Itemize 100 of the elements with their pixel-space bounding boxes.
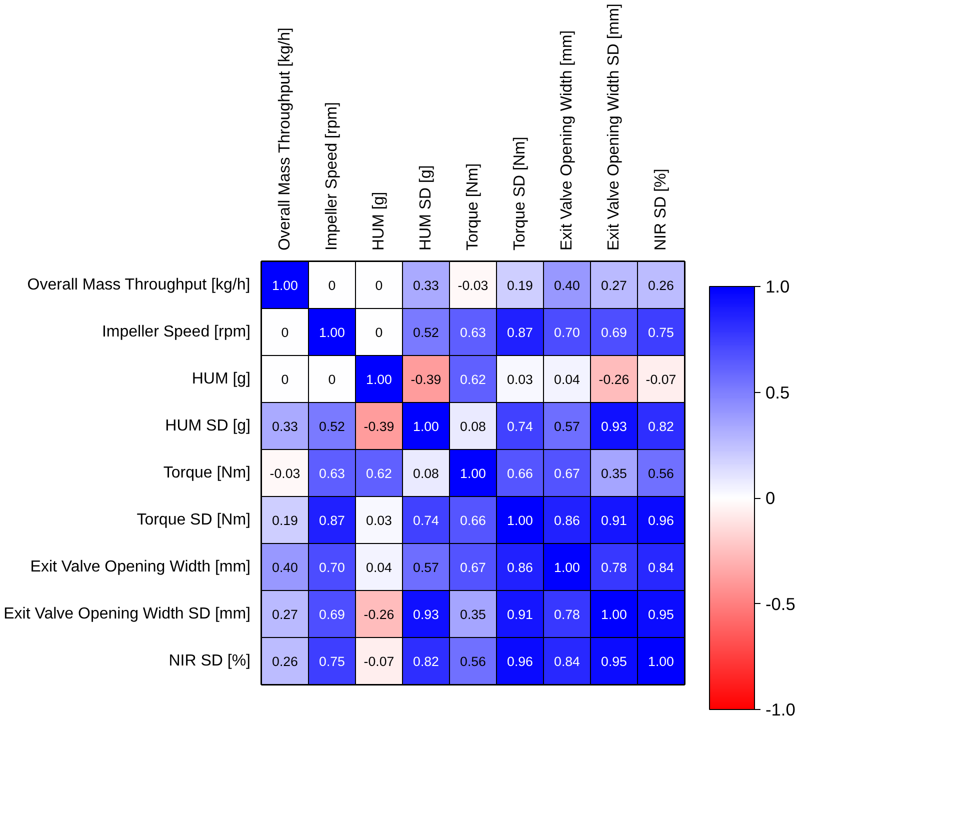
color-bar-label: -1.0 (766, 700, 796, 720)
data-label: 0.91 (601, 513, 627, 528)
data-label: 0.66 (460, 513, 486, 528)
data-label: 0.86 (554, 513, 580, 528)
data-label: 0.56 (648, 466, 674, 481)
data-label: -0.26 (598, 372, 630, 387)
data-label: 1.00 (319, 325, 345, 340)
data-label: 0.70 (554, 325, 580, 340)
data-label: -0.39 (410, 372, 442, 387)
data-label: 0.03 (507, 372, 533, 387)
data-label: 0 (328, 278, 336, 293)
data-label: 0.19 (272, 513, 298, 528)
data-label: 0.57 (554, 419, 580, 434)
x-tick-label: Torque [Nm] (464, 163, 482, 250)
color-bar-label: 1.0 (766, 276, 790, 296)
data-label: 1.00 (554, 560, 580, 575)
y-tick-label: NIR SD [%] (168, 652, 251, 670)
data-label: 0.26 (272, 654, 298, 669)
y-tick-label: HUM SD [g] (165, 418, 250, 434)
y-tick-label: Exit Valve Opening Width [mm] (30, 558, 251, 576)
data-label: 0.87 (507, 325, 533, 340)
x-tick-label: NIR SD [%] (652, 168, 670, 250)
data-label: 0.35 (460, 607, 486, 622)
data-label: 0.84 (648, 560, 675, 575)
x-tick-label: Impeller Speed [rpm] (324, 102, 340, 250)
data-label: 1.00 (601, 607, 627, 622)
data-label: 0.52 (319, 419, 345, 434)
y-tick-label: HUM [g] (192, 370, 250, 388)
data-label: 0.04 (366, 560, 393, 575)
data-label: -0.07 (646, 372, 676, 387)
x-tick-label: HUM SD [g] (418, 165, 434, 250)
data-label: 0.52 (413, 325, 439, 340)
data-label: 0.93 (601, 419, 627, 434)
color-bar-label: 0 (766, 488, 776, 508)
y-tick-label: Impeller Speed [rpm] (102, 324, 251, 340)
data-label: 0.27 (272, 607, 298, 622)
data-label: 0.74 (413, 513, 440, 528)
data-label: 0.67 (554, 466, 580, 481)
data-label: 0.74 (507, 419, 534, 434)
data-label: 0.62 (366, 466, 392, 481)
data-label: -0.03 (270, 466, 300, 481)
data-label: 0.08 (460, 419, 486, 434)
data-label: 0.03 (366, 513, 392, 528)
data-label: 0 (375, 325, 383, 340)
data-label: 1.00 (272, 278, 298, 293)
x-tick-label: Torque SD [Nm] (512, 136, 528, 250)
data-label: -0.03 (458, 278, 488, 293)
data-label: 0.86 (507, 560, 533, 575)
data-label: 1.00 (648, 654, 674, 669)
data-label: 0.96 (648, 513, 674, 528)
data-label: 1.00 (413, 419, 439, 434)
x-tick-label: Exit Valve Opening Width SD [mm] (606, 4, 622, 250)
data-label: 0 (281, 325, 289, 340)
data-label: 0 (281, 372, 289, 387)
data-label: 0.40 (272, 560, 298, 575)
data-label: 0.66 (507, 466, 533, 481)
y-tick-label: Exit Valve Opening Width SD [mm] (4, 606, 251, 622)
data-label: 0.40 (554, 278, 580, 293)
y-tick-label: Torque SD [Nm] (136, 512, 250, 528)
data-label: 0.67 (460, 560, 486, 575)
data-label: 0.70 (319, 560, 345, 575)
data-label: 0.27 (601, 278, 627, 293)
x-tick-label: Exit Valve Opening Width [mm] (558, 30, 576, 250)
data-label: 0.62 (460, 372, 486, 387)
data-label: 0.82 (413, 654, 439, 669)
data-label: 0.87 (319, 513, 345, 528)
data-label: 0.96 (507, 654, 533, 669)
data-label: 0.95 (601, 654, 627, 669)
data-label: 0.04 (554, 372, 581, 387)
data-label: 1.00 (366, 372, 392, 387)
x-tick-label: HUM [g] (370, 192, 388, 250)
data-label: 1.00 (507, 513, 533, 528)
data-label: 0.91 (507, 607, 533, 622)
data-label: 0.63 (319, 466, 345, 481)
data-label: 0.78 (554, 607, 580, 622)
data-label: 0.08 (413, 466, 439, 481)
data-label: 0.33 (272, 419, 298, 434)
data-label: -0.26 (364, 607, 394, 622)
data-label: 0.75 (648, 325, 674, 340)
data-label: 0.69 (319, 607, 345, 622)
data-label: 0.95 (648, 607, 674, 622)
data-label: 0.26 (648, 278, 674, 293)
data-label: 0.56 (460, 654, 486, 669)
data-label: 1.00 (460, 466, 486, 481)
data-label: 0.82 (648, 419, 674, 434)
data-label: 0.84 (554, 654, 581, 669)
y-tick-label: Torque [Nm] (163, 464, 250, 482)
data-label: 0.63 (460, 325, 486, 340)
data-label: 0.19 (507, 278, 533, 293)
data-label: 0 (328, 372, 336, 387)
y-tick-label: Overall Mass Throughput [kg/h] (27, 276, 250, 294)
data-label: 0.78 (601, 560, 627, 575)
data-label: 0.93 (413, 607, 439, 622)
data-label: -0.39 (364, 419, 394, 434)
color-bar-label: 0.5 (766, 382, 790, 402)
data-label: 0.75 (319, 654, 345, 669)
data-label: 0.69 (601, 325, 627, 340)
data-label: 0.33 (413, 278, 439, 293)
data-label: 0 (375, 278, 383, 293)
data-label: -0.07 (364, 654, 394, 669)
